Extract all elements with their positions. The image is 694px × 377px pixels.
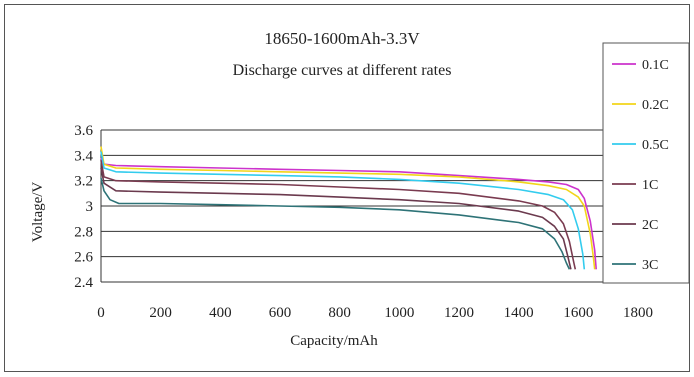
- grid: [100, 129, 638, 283]
- tick-labels: 3.6 3.4 3.2 3 2.8 2.6 2.40 200 400 600 800 1000 1200…: [74, 123, 653, 321]
- x-tick-label: 400: [209, 305, 232, 321]
- y-tick-label: 2.8: [74, 224, 93, 240]
- series-lines: [100, 146, 597, 270]
- y-axis-label: Voltage/V: [30, 182, 46, 243]
- discharge-chart: 18650-1600mAh-3.3V Discharge curves at d…: [4, 4, 690, 372]
- x-tick-label: 1600: [563, 305, 593, 321]
- legend-label: 0.5C: [642, 138, 669, 153]
- legend-label: 1C: [642, 178, 658, 193]
- y-tick-label: 3: [86, 199, 94, 215]
- x-tick-label: 1400: [504, 305, 534, 321]
- x-axis-label: Capacity/mAh: [290, 333, 378, 349]
- series-line-2c: [100, 167, 572, 270]
- y-tick-label: 3.2: [74, 174, 93, 190]
- x-tick-label: 1000: [384, 305, 414, 321]
- legend-box: [602, 42, 690, 284]
- x-tick-label: 1200: [444, 305, 474, 321]
- y-tick-label: 3.4: [74, 148, 93, 164]
- chart-frame: 18650-1600mAh-3.3V Discharge curves at d…: [4, 4, 690, 372]
- chart-title: 18650-1600mAh-3.3V: [264, 29, 420, 48]
- x-tick-label: 1800: [623, 305, 653, 321]
- series-line-0-2c: [100, 146, 596, 270]
- legend-label: 0.1C: [642, 58, 669, 73]
- y-tick-label: 3.6: [74, 123, 93, 139]
- legend-label: 3C: [642, 258, 658, 273]
- x-tick-label: 200: [149, 305, 172, 321]
- chart-subtitle: Discharge curves at different rates: [233, 62, 452, 79]
- x-tick-label: 800: [328, 305, 351, 321]
- legend-label: 2C: [642, 218, 658, 233]
- series-line-1c: [100, 160, 577, 270]
- x-tick-label: 600: [269, 305, 292, 321]
- series-line-3c: [100, 177, 571, 270]
- y-tick-label: 2.6: [74, 250, 93, 266]
- legend-label: 0.2C: [642, 98, 669, 113]
- y-tick-label: 2.4: [74, 275, 93, 291]
- series-line-0-1c: [100, 157, 597, 270]
- legend: 0.1C 0.2C 0.5C 1C 2C 3C: [602, 42, 690, 284]
- series-line-0-5c: [100, 151, 586, 270]
- x-tick-label: 0: [97, 305, 105, 321]
